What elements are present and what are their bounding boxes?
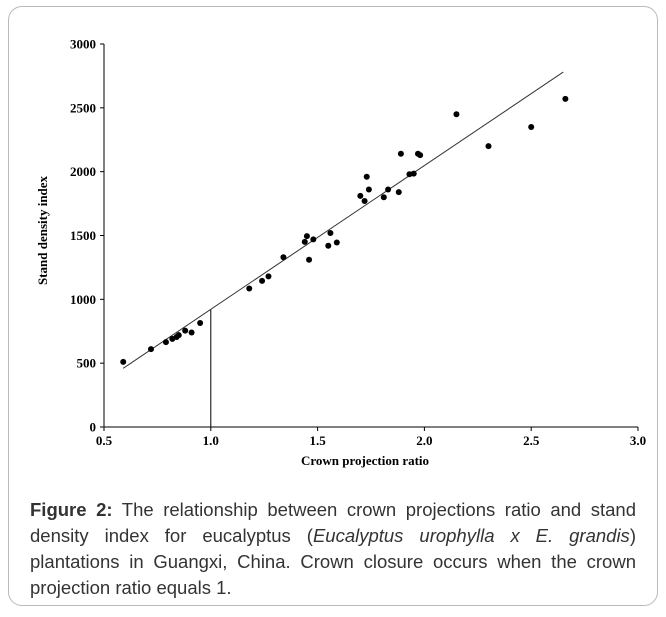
data-point [528, 123, 535, 130]
data-point [120, 358, 127, 365]
data-point [265, 273, 272, 280]
x-axis-title: Crown projection ratio [301, 453, 429, 468]
data-point [363, 173, 370, 180]
trendline [122, 71, 564, 369]
caption-text-2: ) plantations in Guangxi, China. Crown c… [30, 525, 636, 598]
data-point [246, 285, 253, 292]
scatter-chart: 0.5 1.0 1.5 2.0 2.5 3.0 0 500 1000 1500 2000 2500 30… [35, 37, 646, 469]
data-point [361, 198, 368, 205]
data-point [197, 319, 204, 326]
caption-species-name: Eucalyptus urophylla x E. grandis [312, 525, 630, 546]
data-point [410, 170, 417, 177]
data-point [333, 239, 340, 246]
y-tick-label: 2000 [70, 164, 96, 179]
y-tick-label: 1500 [70, 228, 96, 243]
x-tick-label: 2.0 [416, 433, 432, 448]
data-point [562, 95, 569, 102]
data-point [259, 277, 266, 284]
chart-axes [100, 43, 639, 431]
data-point [325, 242, 332, 249]
caption-text-1: The relationship between crown projectio… [30, 499, 636, 546]
data-point [417, 152, 424, 159]
data-point [380, 194, 387, 201]
figure-card [8, 6, 658, 606]
data-point [357, 192, 364, 199]
y-axis-title: Stand density index [35, 175, 50, 285]
y-tick-label: 1000 [70, 292, 96, 307]
data-point [182, 327, 189, 334]
data-point [162, 339, 169, 346]
data-point [306, 256, 313, 263]
tick-labels: 0.5 1.0 1.5 2.0 2.5 3.0 0 500 1000 1500 2000 2500 30… [70, 37, 646, 449]
trendline-group [122, 71, 564, 369]
y-tick-label: 0 [90, 420, 97, 435]
x-tick-label: 3.0 [630, 433, 646, 448]
y-tick-label: 500 [77, 356, 97, 371]
data-point [280, 254, 287, 261]
data-point [301, 238, 308, 245]
data-point [147, 346, 154, 353]
data-point [395, 189, 402, 196]
data-points [120, 95, 569, 365]
x-tick-label: 1.0 [203, 433, 219, 448]
data-point [303, 233, 310, 240]
data-point [453, 111, 460, 118]
data-point [485, 143, 492, 150]
data-point [175, 332, 182, 339]
x-tick-label: 0.5 [96, 433, 113, 448]
x-tick-label: 2.5 [523, 433, 540, 448]
data-point [397, 150, 404, 157]
x-tick-label: 1.5 [309, 433, 326, 448]
data-point [188, 329, 195, 336]
y-tick-label: 3000 [70, 37, 96, 52]
data-point [365, 186, 372, 193]
data-point [310, 236, 317, 243]
figure-caption: Figure 2: The relationship between crown… [30, 497, 636, 601]
caption-label: Figure 2: [30, 499, 113, 520]
y-tick-label: 2500 [70, 100, 96, 115]
data-point [327, 229, 334, 236]
data-point [385, 186, 392, 193]
